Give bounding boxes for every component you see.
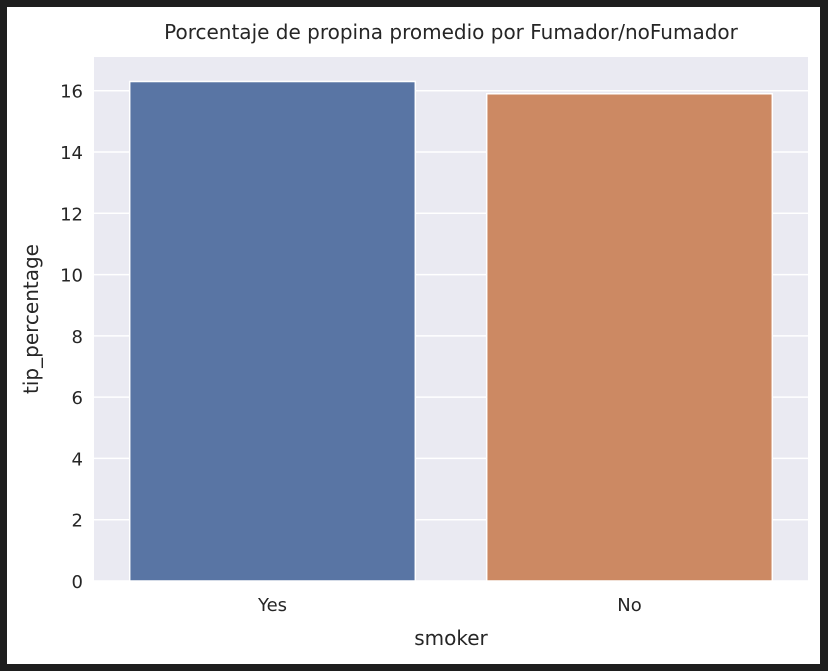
x-axis-ticks: Yes No	[257, 595, 642, 616]
y-tick-label: 0	[72, 572, 83, 593]
y-tick-label: 2	[72, 511, 83, 532]
x-tick-label: No	[617, 595, 641, 616]
y-tick-label: 12	[60, 204, 83, 225]
x-tick-label: Yes	[257, 595, 287, 616]
y-tick-label: 6	[72, 388, 83, 409]
figure: 0 2 4 6 8 10 12 14 16 Yes No Porcentaje de propin…	[7, 7, 820, 664]
bar-chart: 0 2 4 6 8 10 12 14 16 Yes No Porcentaje de propin…	[19, 20, 808, 650]
y-tick-label: 14	[60, 143, 83, 164]
x-axis-label: smoker	[414, 626, 488, 650]
y-axis-label: tip_percentage	[19, 244, 43, 394]
y-axis-ticks: 0 2 4 6 8 10 12 14 16	[60, 82, 83, 593]
chart-title: Porcentaje de propina promedio por Fumad…	[164, 20, 739, 44]
bar-yes	[128, 80, 417, 582]
y-tick-label: 16	[60, 82, 83, 103]
y-tick-label: 8	[72, 327, 83, 348]
bars	[128, 80, 774, 582]
bar-no	[485, 93, 774, 582]
y-tick-label: 4	[72, 449, 83, 470]
y-tick-label: 10	[60, 266, 83, 287]
